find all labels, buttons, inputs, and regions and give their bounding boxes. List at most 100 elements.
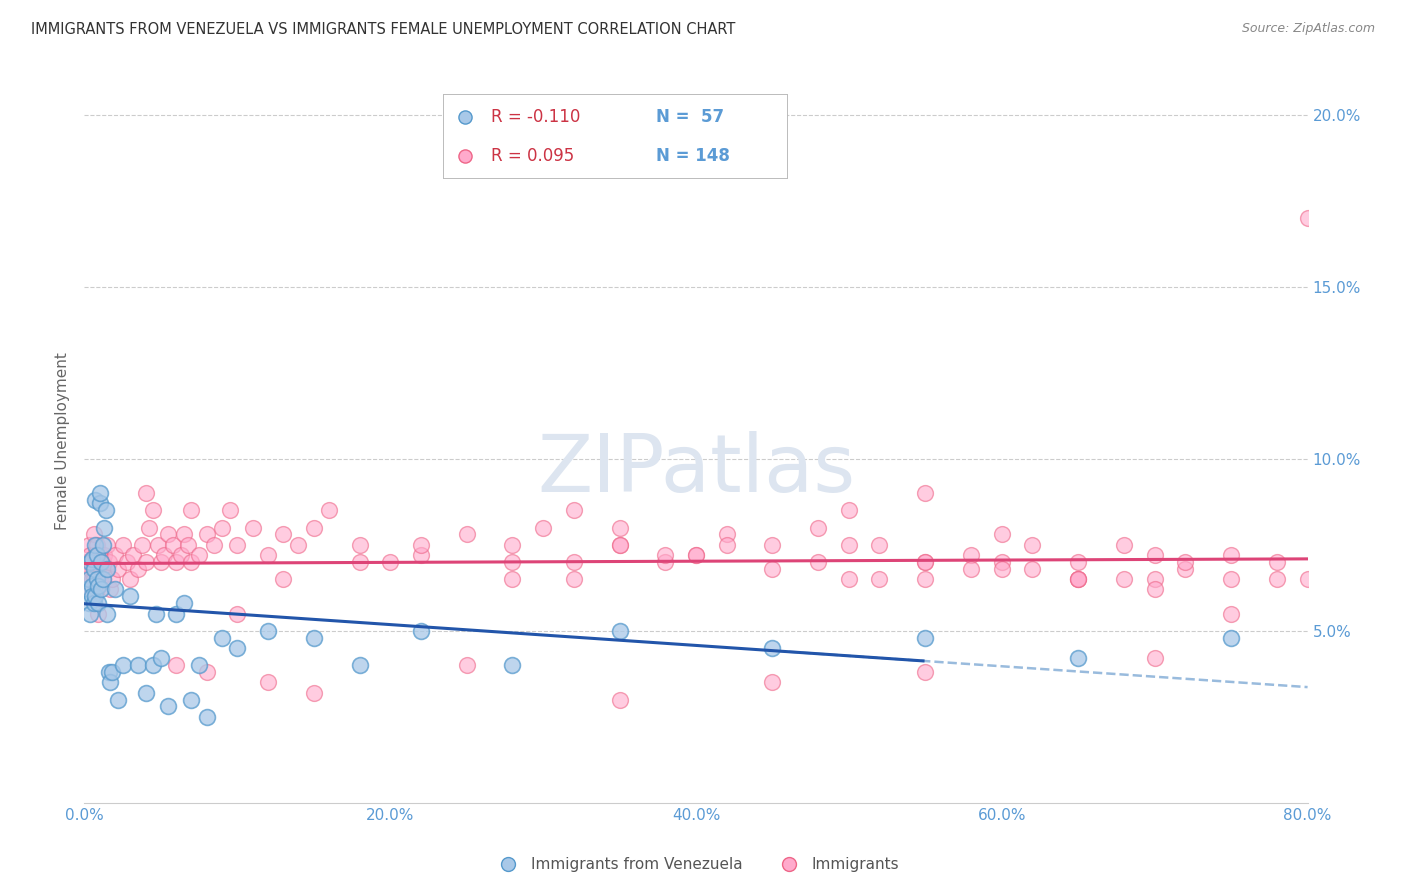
Point [226, 607, 249, 621]
Point [79, 562, 101, 576]
Point [218, 503, 240, 517]
Point [349, 658, 371, 673]
Point [87, 596, 110, 610]
Point [562, 503, 585, 517]
Point [502, 572, 524, 586]
Point [761, 640, 783, 655]
Point [531, 520, 554, 534]
Point [90, 582, 112, 597]
Point [86, 538, 108, 552]
Point [914, 631, 936, 645]
Point [195, 665, 218, 679]
Point [135, 555, 157, 569]
Point [157, 527, 180, 541]
Point [77, 582, 100, 597]
Point [131, 538, 153, 552]
Point [349, 555, 371, 569]
Point [115, 555, 138, 569]
Point [380, 555, 402, 569]
Point [609, 692, 631, 706]
Point [96, 562, 118, 576]
Point [127, 562, 149, 576]
Point [838, 572, 860, 586]
Point [302, 520, 325, 534]
Point [1067, 572, 1090, 586]
Point [84, 538, 107, 552]
Point [111, 658, 134, 673]
Point [914, 555, 936, 569]
Point [349, 538, 371, 552]
Point [761, 538, 783, 552]
Point [76, 555, 98, 569]
Point [271, 572, 294, 586]
Point [502, 658, 524, 673]
Point [104, 548, 127, 562]
Point [86, 572, 108, 586]
Point [287, 538, 309, 552]
Point [1143, 572, 1166, 586]
Point [716, 527, 738, 541]
Point [257, 548, 280, 562]
Point [77, 596, 100, 610]
Point [302, 686, 325, 700]
Point [1220, 548, 1243, 562]
Point [211, 631, 233, 645]
Point [91, 572, 114, 586]
Text: ZIPatlas: ZIPatlas [537, 432, 855, 509]
Point [180, 555, 202, 569]
Point [107, 562, 129, 576]
Point [120, 572, 142, 586]
Point [654, 555, 676, 569]
Point [157, 699, 180, 714]
Point [1372, 503, 1395, 517]
Point [502, 555, 524, 569]
Point [76, 582, 98, 597]
Point [202, 538, 225, 552]
Point [1220, 631, 1243, 645]
Point [79, 555, 101, 569]
Point [257, 675, 280, 690]
Point [165, 607, 187, 621]
Point [94, 562, 117, 576]
Legend: Immigrants from Venezuela, Immigrants: Immigrants from Venezuela, Immigrants [486, 851, 905, 879]
Point [409, 548, 432, 562]
Point [456, 658, 478, 673]
Point [84, 493, 107, 508]
Point [120, 590, 142, 604]
Text: N = 148: N = 148 [657, 147, 730, 165]
Point [502, 538, 524, 552]
Point [609, 538, 631, 552]
Point [122, 548, 145, 562]
Text: IMMIGRANTS FROM VENEZUELA VS IMMIGRANTS FEMALE UNEMPLOYMENT CORRELATION CHART: IMMIGRANTS FROM VENEZUELA VS IMMIGRANTS … [31, 22, 735, 37]
Point [188, 658, 211, 673]
Point [94, 503, 117, 517]
Point [1067, 651, 1090, 665]
Point [195, 527, 218, 541]
Point [96, 538, 118, 552]
Point [80, 572, 103, 586]
Point [104, 582, 127, 597]
Point [79, 548, 101, 562]
Point [914, 572, 936, 586]
Point [127, 658, 149, 673]
Point [1220, 572, 1243, 586]
Point [1327, 562, 1350, 576]
Point [87, 579, 110, 593]
Point [960, 562, 983, 576]
Point [162, 538, 184, 552]
Point [914, 486, 936, 500]
Point [991, 555, 1014, 569]
Point [97, 555, 120, 569]
Point [89, 572, 111, 586]
Point [685, 548, 707, 562]
Point [80, 551, 103, 566]
Text: R = -0.110: R = -0.110 [491, 109, 581, 127]
Point [180, 503, 202, 517]
Point [90, 555, 112, 569]
Point [914, 555, 936, 569]
Point [83, 527, 105, 541]
Point [654, 548, 676, 562]
Text: N =  57: N = 57 [657, 109, 724, 127]
Point [149, 555, 172, 569]
Point [914, 665, 936, 679]
